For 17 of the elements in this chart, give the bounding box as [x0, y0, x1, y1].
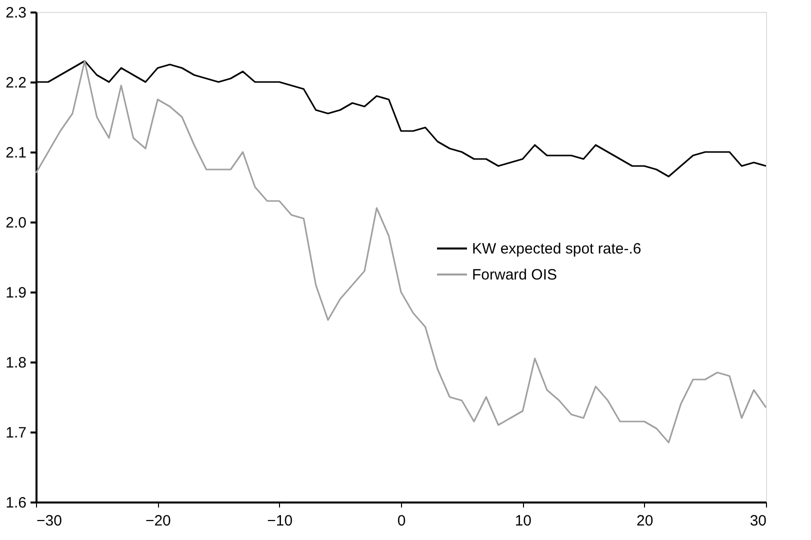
y-tick-label: 2.2: [6, 74, 26, 92]
y-tick-label: 2.0: [6, 214, 26, 232]
x-tick-label: −20: [145, 512, 171, 530]
legend-label: KW expected spot rate-.6: [472, 240, 642, 258]
y-tick-label: 1.8: [6, 354, 26, 372]
x-tick-label: 20: [636, 512, 654, 530]
y-tick-label: 1.9: [6, 284, 26, 302]
x-tick-label: −10: [267, 512, 293, 530]
y-tick-label: 2.3: [6, 4, 26, 22]
x-tick-label: 0: [397, 512, 406, 530]
y-tick-label: 1.7: [6, 424, 26, 442]
y-tick-label: 2.1: [6, 144, 26, 162]
x-tick-label: −30: [36, 512, 62, 530]
x-tick-label: 10: [514, 512, 532, 530]
x-tick-label: 30: [750, 512, 766, 530]
legend-label: Forward OIS: [472, 266, 558, 284]
y-tick-label: 1.6: [6, 494, 26, 512]
